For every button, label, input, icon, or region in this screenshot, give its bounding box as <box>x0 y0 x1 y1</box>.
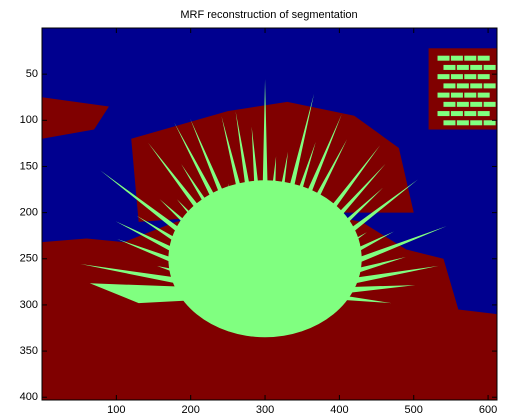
region <box>437 111 450 117</box>
segmentation-image <box>42 28 497 400</box>
region <box>464 92 477 98</box>
axes-frame <box>41 27 498 401</box>
region <box>456 83 469 89</box>
region <box>464 111 477 117</box>
x-tick-label: 400 <box>330 404 348 415</box>
region <box>450 111 463 117</box>
x-tick-label: 500 <box>405 404 423 415</box>
region <box>450 55 463 61</box>
y-tick-label: 200 <box>20 207 38 219</box>
region <box>168 180 362 338</box>
region <box>443 101 456 107</box>
region <box>470 64 483 70</box>
y-tick-label: 300 <box>20 299 38 311</box>
region <box>437 74 450 80</box>
y-tick-label: 250 <box>20 253 38 265</box>
region <box>437 92 450 98</box>
x-tick-label: 100 <box>107 404 125 415</box>
region <box>456 64 469 70</box>
y-tick-label: 150 <box>20 160 38 172</box>
region <box>483 101 496 107</box>
region <box>456 101 469 107</box>
y-tick-label: 50 <box>26 68 38 80</box>
region <box>42 97 109 139</box>
region <box>437 55 450 61</box>
region <box>456 120 469 126</box>
chart-title: MRF reconstruction of segmentation <box>180 9 357 21</box>
region <box>477 74 490 80</box>
region <box>450 92 463 98</box>
region <box>443 120 456 126</box>
region <box>443 64 456 70</box>
region <box>443 83 456 89</box>
x-tick-label: 200 <box>182 404 200 415</box>
region <box>464 55 477 61</box>
y-tick-label: 100 <box>20 114 38 126</box>
y-tick-label: 400 <box>20 391 38 403</box>
region <box>470 120 483 126</box>
x-tick-label: 600 <box>479 404 497 415</box>
region <box>483 83 496 89</box>
y-tick-label: 350 <box>20 345 38 357</box>
region <box>477 92 490 98</box>
region <box>477 111 490 117</box>
region <box>450 74 463 80</box>
region <box>483 64 496 70</box>
region <box>464 74 477 80</box>
region <box>477 55 490 61</box>
region <box>483 120 496 126</box>
region <box>470 83 483 89</box>
x-tick-label: 300 <box>256 404 274 415</box>
region <box>470 101 483 107</box>
